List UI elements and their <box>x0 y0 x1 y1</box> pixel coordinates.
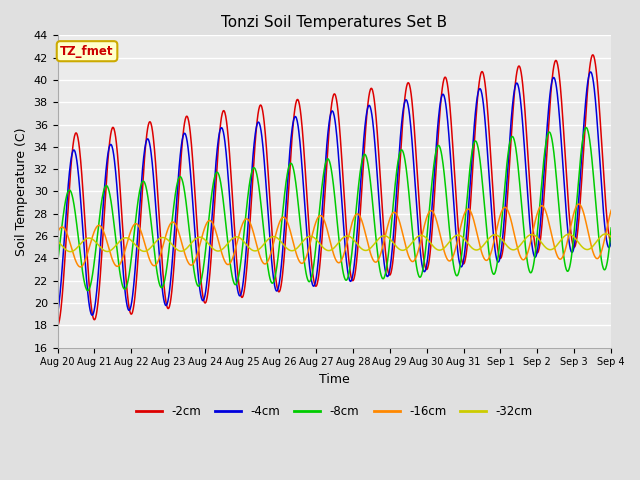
-32cm <box>602 231 610 237</box>
-16cm <box>239 220 247 226</box>
-8cm <box>177 174 185 180</box>
-8cm <box>239 240 247 246</box>
Line: -8cm: -8cm <box>58 128 611 290</box>
-16cm <box>493 226 500 231</box>
-2cm <box>607 239 615 244</box>
-2cm <box>54 323 61 328</box>
-2cm <box>177 160 184 166</box>
Line: -4cm: -4cm <box>58 72 611 315</box>
-2cm <box>493 236 500 241</box>
-8cm <box>493 262 500 268</box>
-8cm <box>582 125 590 131</box>
-16cm <box>164 227 172 233</box>
-4cm <box>164 300 172 305</box>
-8cm <box>542 141 550 147</box>
-8cm <box>607 225 615 231</box>
-8cm <box>164 259 172 264</box>
-32cm <box>542 245 550 251</box>
-16cm <box>542 209 550 215</box>
-4cm <box>542 144 550 149</box>
-8cm <box>54 260 61 266</box>
-4cm <box>177 145 185 151</box>
-4cm <box>54 311 61 317</box>
-32cm <box>67 249 74 254</box>
-32cm <box>54 238 61 244</box>
Legend: -2cm, -4cm, -8cm, -16cm, -32cm: -2cm, -4cm, -8cm, -16cm, -32cm <box>131 400 538 423</box>
-16cm <box>420 222 428 228</box>
-32cm <box>177 248 185 254</box>
Title: Tonzi Soil Temperatures Set B: Tonzi Soil Temperatures Set B <box>221 15 447 30</box>
-16cm <box>76 264 84 270</box>
-2cm <box>420 259 428 265</box>
Line: -32cm: -32cm <box>58 234 611 252</box>
-4cm <box>420 269 428 275</box>
X-axis label: Time: Time <box>319 373 349 386</box>
-32cm <box>239 238 247 243</box>
-32cm <box>420 234 428 240</box>
Line: -16cm: -16cm <box>58 204 611 267</box>
-8cm <box>420 255 428 261</box>
-16cm <box>607 207 615 213</box>
-4cm <box>239 281 247 287</box>
-32cm <box>493 232 500 238</box>
-4cm <box>587 69 595 75</box>
-2cm <box>239 294 246 300</box>
-32cm <box>164 237 172 242</box>
-4cm <box>493 257 500 263</box>
-16cm <box>575 201 582 207</box>
-2cm <box>589 52 596 58</box>
-4cm <box>607 238 615 244</box>
-32cm <box>607 234 615 240</box>
-2cm <box>163 304 171 310</box>
-2cm <box>541 173 549 179</box>
Y-axis label: Soil Temperature (C): Soil Temperature (C) <box>15 127 28 256</box>
-4cm <box>88 312 96 318</box>
-16cm <box>54 230 61 236</box>
Text: TZ_fmet: TZ_fmet <box>60 45 114 58</box>
-16cm <box>177 237 185 243</box>
-8cm <box>84 288 92 293</box>
Line: -2cm: -2cm <box>58 55 611 325</box>
